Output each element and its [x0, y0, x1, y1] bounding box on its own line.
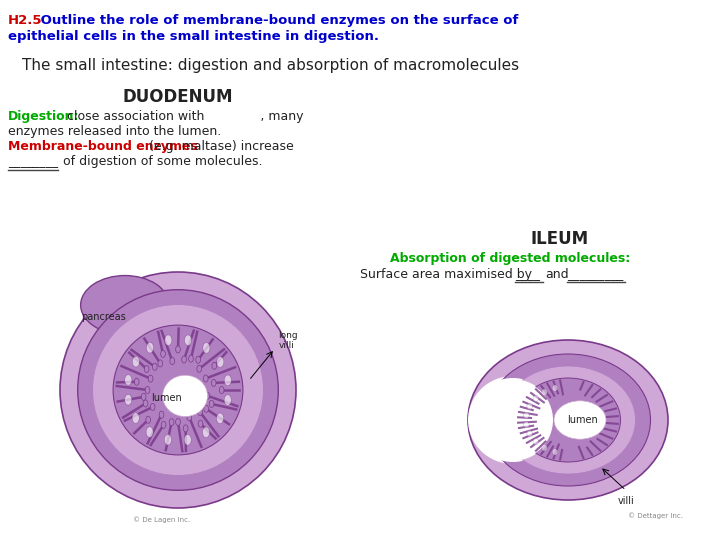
Ellipse shape	[170, 357, 175, 364]
Ellipse shape	[202, 427, 210, 437]
Ellipse shape	[523, 412, 529, 418]
Text: © Dettager Inc.: © Dettager Inc.	[628, 512, 683, 519]
Ellipse shape	[143, 400, 148, 407]
Ellipse shape	[187, 414, 192, 421]
Text: enzymes released into the lumen.: enzymes released into the lumen.	[8, 125, 221, 138]
Ellipse shape	[196, 356, 201, 363]
Ellipse shape	[203, 342, 210, 353]
Text: close association with              , many: close association with , many	[63, 110, 304, 123]
Ellipse shape	[203, 375, 208, 382]
Text: The small intestine: digestion and absorption of macromolecules: The small intestine: digestion and absor…	[22, 58, 519, 73]
Ellipse shape	[145, 387, 150, 394]
Ellipse shape	[184, 335, 192, 346]
Ellipse shape	[125, 375, 132, 385]
Text: villi: villi	[618, 496, 634, 506]
Ellipse shape	[224, 375, 231, 386]
Ellipse shape	[176, 346, 181, 353]
Text: pancreas: pancreas	[81, 312, 126, 322]
Ellipse shape	[541, 444, 547, 451]
Ellipse shape	[552, 385, 558, 392]
Text: (e.g. maltase) increase: (e.g. maltase) increase	[145, 140, 294, 153]
Ellipse shape	[132, 413, 139, 423]
Ellipse shape	[165, 335, 172, 346]
Text: Absorption of digested molecules:: Absorption of digested molecules:	[390, 252, 630, 265]
Ellipse shape	[205, 393, 210, 400]
Text: _________: _________	[567, 268, 624, 281]
Ellipse shape	[144, 366, 149, 373]
Ellipse shape	[212, 362, 217, 369]
Text: DUODENUM: DUODENUM	[122, 88, 233, 106]
Ellipse shape	[533, 395, 539, 402]
Text: Membrane-bound enzymes: Membrane-bound enzymes	[8, 140, 198, 153]
Ellipse shape	[135, 378, 139, 386]
Ellipse shape	[485, 354, 650, 486]
Ellipse shape	[473, 380, 553, 460]
Ellipse shape	[527, 430, 532, 437]
Ellipse shape	[148, 375, 153, 382]
Ellipse shape	[210, 400, 214, 408]
Ellipse shape	[164, 434, 171, 445]
Ellipse shape	[184, 425, 188, 432]
Ellipse shape	[189, 355, 194, 362]
Text: long
villi: long villi	[279, 330, 298, 350]
Ellipse shape	[150, 403, 155, 410]
Ellipse shape	[78, 289, 279, 490]
Ellipse shape	[554, 401, 606, 439]
Text: lumen: lumen	[567, 415, 598, 425]
Ellipse shape	[158, 360, 163, 367]
Text: and: and	[545, 268, 569, 281]
Ellipse shape	[113, 325, 243, 455]
Ellipse shape	[470, 378, 556, 462]
Ellipse shape	[523, 422, 529, 428]
Ellipse shape	[60, 272, 296, 508]
Text: Outline the role of membrane-bound enzymes on the surface of: Outline the role of membrane-bound enzym…	[36, 14, 518, 27]
Ellipse shape	[224, 395, 231, 406]
Ellipse shape	[81, 275, 169, 335]
Ellipse shape	[533, 438, 539, 445]
Ellipse shape	[184, 435, 192, 445]
Text: Surface area maximised by: Surface area maximised by	[360, 268, 532, 281]
Ellipse shape	[163, 375, 207, 416]
Ellipse shape	[516, 378, 621, 462]
Ellipse shape	[169, 418, 174, 426]
Ellipse shape	[468, 376, 558, 464]
Ellipse shape	[146, 342, 153, 353]
Ellipse shape	[176, 418, 181, 426]
Text: ILEUM: ILEUM	[531, 230, 589, 248]
Ellipse shape	[217, 413, 224, 424]
Ellipse shape	[552, 449, 558, 455]
Text: epithelial cells in the small intestine in digestion.: epithelial cells in the small intestine …	[8, 30, 379, 43]
Text: lumen: lumen	[150, 393, 181, 403]
Ellipse shape	[161, 421, 166, 428]
Ellipse shape	[527, 403, 532, 409]
Ellipse shape	[146, 427, 153, 437]
Ellipse shape	[146, 416, 150, 423]
Ellipse shape	[541, 389, 547, 395]
Ellipse shape	[161, 350, 166, 357]
Ellipse shape	[141, 393, 146, 400]
Ellipse shape	[159, 411, 164, 418]
Text: ________: ________	[8, 155, 58, 168]
Ellipse shape	[181, 356, 186, 363]
Text: Digestion:: Digestion:	[8, 110, 79, 123]
Text: ____: ____	[515, 268, 540, 281]
Ellipse shape	[220, 387, 224, 394]
Ellipse shape	[211, 380, 216, 387]
Text: of digestion of some molecules.: of digestion of some molecules.	[63, 155, 263, 168]
Text: H2.5: H2.5	[8, 14, 42, 27]
Ellipse shape	[132, 356, 140, 367]
Ellipse shape	[468, 340, 668, 500]
Ellipse shape	[500, 366, 636, 474]
Ellipse shape	[197, 365, 202, 372]
Ellipse shape	[472, 379, 554, 461]
Ellipse shape	[198, 408, 202, 416]
Ellipse shape	[217, 356, 224, 367]
Ellipse shape	[204, 406, 209, 413]
Ellipse shape	[198, 420, 203, 427]
Ellipse shape	[153, 363, 157, 370]
Ellipse shape	[92, 305, 264, 476]
Ellipse shape	[125, 394, 132, 405]
Text: © De Lagen Inc.: © De Lagen Inc.	[133, 516, 190, 523]
